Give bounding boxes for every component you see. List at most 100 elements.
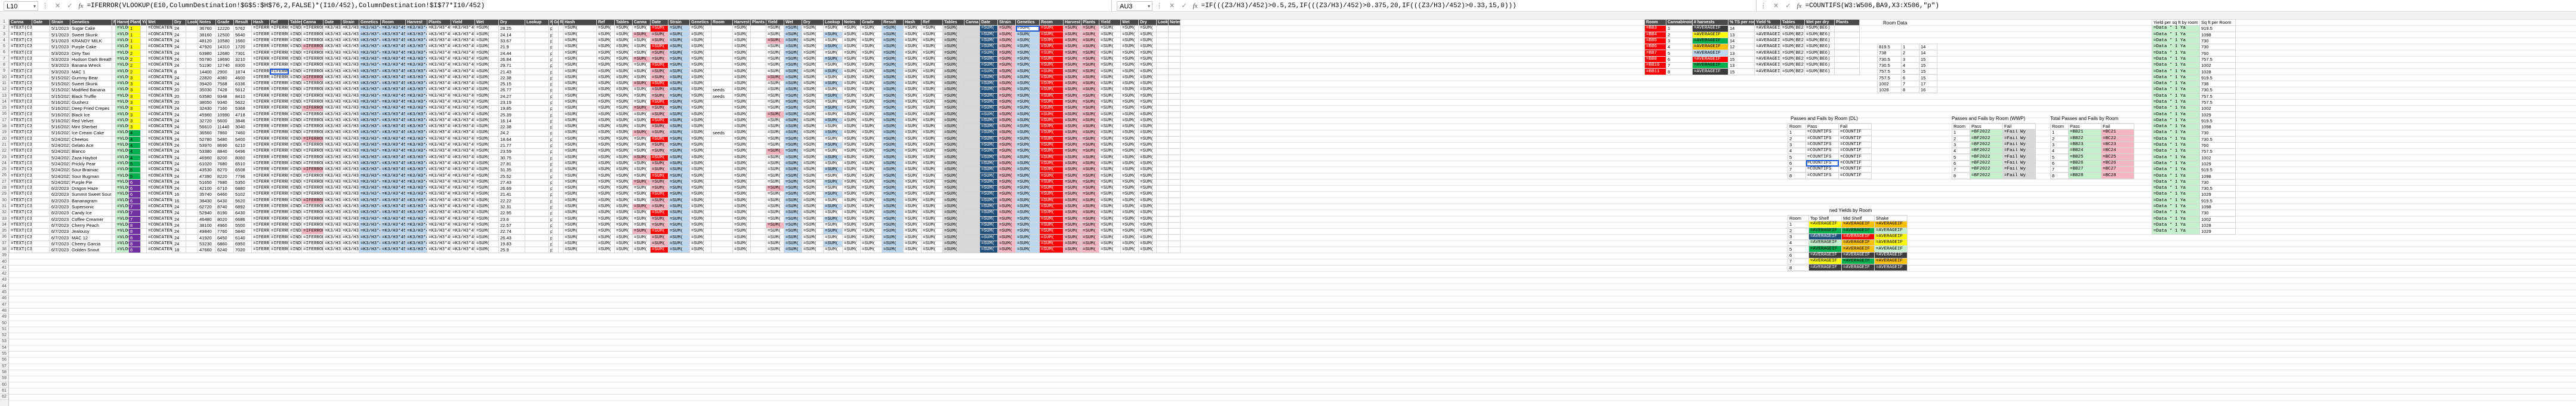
calc-cell[interactable]: =K3/H3*452 <box>341 216 359 223</box>
calc-cell[interactable]: =K3/H3*452 <box>380 203 406 211</box>
sum-cell[interactable]: =SUM( <box>1063 31 1081 38</box>
strain-name[interactable]: Prickly Pear <box>70 160 112 168</box>
row-header[interactable]: 15 <box>0 105 8 112</box>
iferror-cell[interactable]: =IFERROR(V <box>269 179 289 186</box>
column-header[interactable]: % TS per room <box>1728 19 1755 26</box>
row-header[interactable]: 53 <box>0 339 8 345</box>
sum-cell[interactable]: =SUM( <box>1081 74 1099 81</box>
wet-weight[interactable]: 52780 <box>198 136 216 143</box>
blank[interactable] <box>552 185 559 192</box>
sum-cell[interactable]: =SUM( <box>1081 117 1099 125</box>
row-header[interactable]: 46 <box>0 296 8 302</box>
sum-cell[interactable]: =SUM( <box>732 37 751 45</box>
calc-cell[interactable]: =K3/H3*452 <box>323 105 341 112</box>
room-data-cell[interactable]: 7 <box>1901 80 1919 88</box>
blank[interactable] <box>32 80 50 88</box>
sum-cell[interactable]: =SUM( <box>823 62 843 69</box>
sum-cell[interactable]: =SUM( <box>997 173 1016 180</box>
sum-cell[interactable]: =SUM( <box>842 31 861 38</box>
room-number[interactable]: 5 <box>1788 245 1809 253</box>
sum-cell[interactable]: =SUM( <box>1039 99 1064 106</box>
calc-cell[interactable]: =K3/H3*452 <box>405 185 427 192</box>
fail-cell[interactable]: =COUNTIF <box>1838 153 1872 161</box>
blank[interactable] <box>1156 203 1169 211</box>
row-header[interactable]: 51 <box>0 327 8 333</box>
strain-name[interactable]: Dragon Haze <box>70 185 112 192</box>
blank[interactable] <box>552 99 559 106</box>
calc-cell[interactable]: =K3/H3*452 <box>359 130 381 137</box>
column-header[interactable]: Tables <box>1780 19 1805 26</box>
sum-cell[interactable]: =SUM( <box>689 50 711 57</box>
sum-cell[interactable]: =SUM( <box>614 203 633 211</box>
top-shelf-cell[interactable]: =AVERAGEIF <box>1808 258 1842 265</box>
sum-cell[interactable]: =SUM( <box>766 111 784 118</box>
calc-cell[interactable]: =K3/H3*452 <box>405 240 427 247</box>
room-number[interactable]: 8 <box>1666 68 1693 75</box>
calc-cell[interactable]: =K3/H3*452 <box>427 142 451 149</box>
sum-cell[interactable]: =SUM( <box>997 130 1016 137</box>
sum-cell[interactable]: =SUM( <box>732 240 751 247</box>
sum-cell[interactable]: =SUM( <box>563 87 597 94</box>
iferror-cell[interactable]: =IFERROR(V <box>251 240 270 247</box>
blank[interactable] <box>558 240 563 247</box>
strain-name[interactable]: Bananagram <box>70 197 112 204</box>
sum-cell[interactable]: =SUM( <box>979 74 998 81</box>
sum-cell[interactable]: =SUM( <box>1138 191 1157 198</box>
sum-cell[interactable]: =SUM( <box>689 142 711 149</box>
blank[interactable] <box>558 124 563 131</box>
sum-cell[interactable]: =SUM( <box>650 62 668 69</box>
blank[interactable] <box>525 62 549 69</box>
iferror-cell[interactable]: =IFERROR(V <box>269 234 289 241</box>
plant-count[interactable]: 24 <box>172 111 186 118</box>
sum-cell[interactable]: =SUM( <box>1138 111 1157 118</box>
index-cell[interactable]: =INDEX(K <box>288 74 302 81</box>
calc-cell[interactable]: =K3/H3*452 <box>341 74 359 81</box>
column-header[interactable]: Room <box>1952 122 1970 130</box>
pass-cell[interactable]: =BF2022 <box>1970 172 2003 179</box>
sum-cell[interactable]: =SUM( <box>766 179 784 186</box>
yield-formula[interactable]: =Data * 1 Ya <box>2152 99 2200 106</box>
sum-cell[interactable]: =SUM( <box>1063 136 1081 143</box>
room-number[interactable]: 3 <box>1788 141 1806 149</box>
row-id[interactable]: =TEXT(C3 <box>9 68 32 75</box>
calc-cell[interactable]: =K3/H3*452 <box>341 68 359 75</box>
sum-cell[interactable]: =SUM( <box>802 87 824 94</box>
sum-cell[interactable]: =SUM( <box>732 216 751 223</box>
calc-cell[interactable]: =K3/H3*452 <box>323 216 341 223</box>
blank[interactable] <box>186 105 198 112</box>
sum-cell[interactable]: =SUM( <box>689 148 711 155</box>
pass-flag[interactable]: p <box>549 173 553 180</box>
sum-cell[interactable]: =SUM( <box>596 44 615 51</box>
blank[interactable] <box>32 160 50 168</box>
blank[interactable] <box>32 74 50 81</box>
room-number[interactable]: 4 <box>2050 147 2069 155</box>
sum-cell[interactable]: =SUM( <box>882 62 904 69</box>
iferror-cell[interactable]: =IFERROR(V <box>269 154 289 161</box>
row-header[interactable]: 23 <box>0 155 8 161</box>
percent-value[interactable]: 16.14 <box>498 117 525 125</box>
harvest-date[interactable]: 6/7/2023 <box>50 240 70 247</box>
sum-cell[interactable]: =SUM( <box>668 185 690 192</box>
room-data-cell[interactable]: 14 <box>1919 43 1937 51</box>
sum-cell[interactable]: =SUM( <box>632 160 651 168</box>
sum-cell[interactable]: =SUM( <box>903 246 922 254</box>
column-header[interactable]: Grade <box>860 19 882 26</box>
blank[interactable] <box>32 68 50 75</box>
sum-cell[interactable]: =SUM( <box>1015 160 1040 168</box>
sum-cell[interactable]: =SUM( <box>732 185 751 192</box>
dry-weight[interactable]: 8270 <box>215 167 234 174</box>
blank[interactable] <box>186 216 198 223</box>
sum-cell[interactable]: =SUM( <box>903 50 922 57</box>
pass-flag[interactable]: p <box>549 25 553 32</box>
calc-cell[interactable]: =K3/H3*452 <box>405 37 427 45</box>
sum-cell[interactable]: =SUM( <box>474 111 499 118</box>
strain-name[interactable]: Cheery Garcia <box>70 240 112 247</box>
column-header[interactable]: Tables <box>614 19 633 26</box>
concat-cell[interactable]: =CONCATENATE <box>146 31 173 38</box>
sum-cell[interactable]: =SUM( <box>823 160 843 168</box>
sum-cell[interactable]: =SUM( <box>979 130 998 137</box>
sum-cell[interactable]: =SUM( <box>689 203 711 211</box>
dry-weight[interactable]: 8190 <box>215 210 234 217</box>
blank[interactable] <box>964 154 980 161</box>
sum-cell[interactable]: =SUM( <box>563 185 597 192</box>
